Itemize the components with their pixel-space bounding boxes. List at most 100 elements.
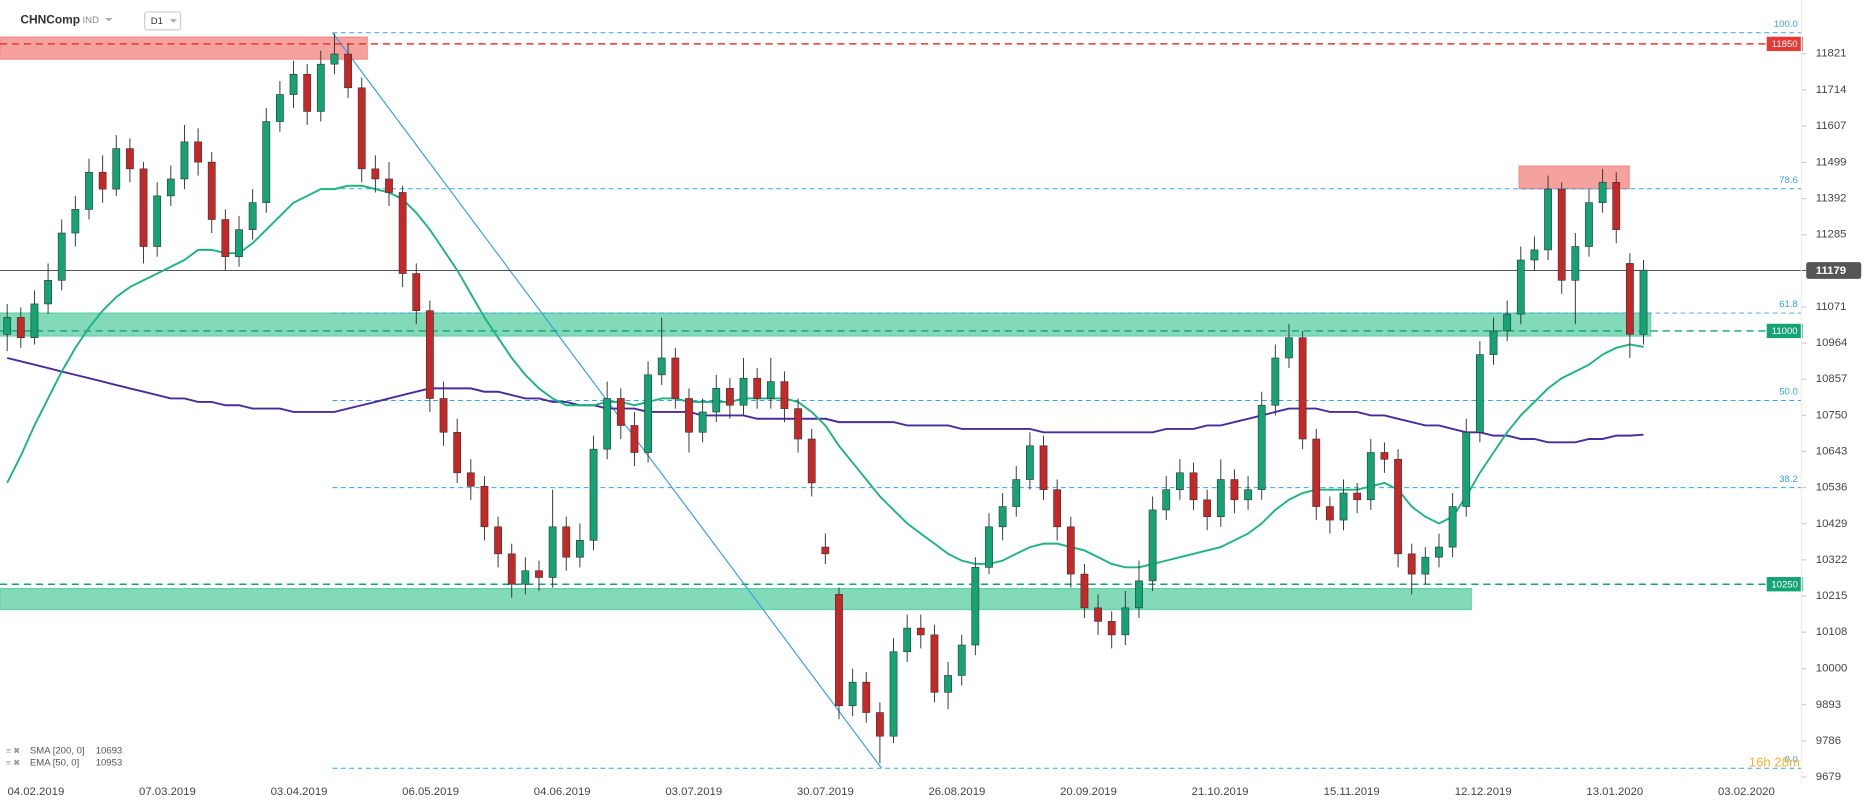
candle-body bbox=[971, 567, 980, 646]
level-badge bbox=[1766, 323, 1803, 339]
candle-body bbox=[916, 627, 925, 636]
y-tick-label: 9786 bbox=[1816, 735, 1841, 747]
candle-body bbox=[480, 485, 489, 528]
candle-body bbox=[1039, 445, 1048, 490]
candle-body bbox=[1257, 404, 1266, 490]
legend-value: 10953 bbox=[96, 758, 123, 769]
legend-name: SMA [200, 0] bbox=[30, 746, 85, 757]
candle-body bbox=[1407, 553, 1416, 575]
candle-body bbox=[753, 377, 762, 399]
candle-body bbox=[766, 381, 775, 399]
candle-body bbox=[1026, 445, 1034, 480]
countdown: 16h 28m bbox=[1749, 755, 1800, 770]
candle-body bbox=[303, 73, 312, 112]
timeframe-box[interactable] bbox=[144, 11, 182, 31]
candle-body bbox=[1530, 249, 1539, 261]
candle-body bbox=[439, 398, 448, 433]
x-tick-label: 26.08.2019 bbox=[928, 786, 985, 798]
fib-label: 0.0 bbox=[1785, 754, 1798, 765]
x-tick-label: 06.05.2019 bbox=[402, 786, 459, 798]
candle-body bbox=[30, 303, 39, 339]
candle-body bbox=[739, 377, 748, 406]
candle-body bbox=[657, 357, 666, 376]
candle-body bbox=[780, 381, 789, 409]
fib-label: 100.0 bbox=[1774, 19, 1798, 30]
y-tick-label: 10322 bbox=[1816, 554, 1848, 566]
zone bbox=[0, 36, 368, 60]
candle-body bbox=[644, 374, 652, 453]
candle-body bbox=[630, 425, 639, 453]
candle-body bbox=[166, 178, 175, 197]
candle-body bbox=[289, 73, 298, 95]
timeframe[interactable]: D1 bbox=[151, 16, 163, 27]
candle-body bbox=[85, 171, 93, 210]
x-tick-label: 20.09.2019 bbox=[1060, 786, 1117, 798]
candle-body bbox=[535, 570, 543, 578]
x-tick-label: 21.10.2019 bbox=[1192, 786, 1249, 798]
candle-body bbox=[207, 161, 216, 220]
candle-body bbox=[1203, 499, 1212, 517]
candle-body bbox=[1094, 607, 1102, 622]
candle-body bbox=[616, 398, 625, 426]
dropdown-arrow[interactable] bbox=[105, 17, 113, 22]
candle-body bbox=[1298, 337, 1307, 440]
candle-body bbox=[603, 398, 612, 450]
candle-body bbox=[1175, 472, 1184, 490]
y-tick-label: 11392 bbox=[1816, 193, 1847, 205]
candle-body bbox=[316, 63, 325, 112]
moving-average bbox=[6, 357, 1644, 444]
y-tick-label: 10643 bbox=[1816, 446, 1848, 458]
candle-body bbox=[1066, 526, 1075, 575]
candle-body bbox=[494, 526, 502, 555]
legend-icon[interactable]: ≡ ✖ bbox=[6, 757, 20, 767]
candle-body bbox=[521, 570, 530, 585]
candle-body bbox=[3, 317, 12, 335]
candle-body bbox=[698, 411, 707, 433]
y-tick-label: 10857 bbox=[1816, 373, 1848, 385]
candle-body bbox=[726, 388, 734, 406]
level-badge bbox=[1766, 577, 1803, 592]
candle-body bbox=[262, 121, 271, 203]
x-tick-label: 15.11.2019 bbox=[1324, 786, 1380, 798]
candle-body bbox=[903, 627, 912, 653]
candle-body bbox=[998, 506, 1007, 528]
current-price-badge bbox=[1806, 262, 1862, 279]
candle-body bbox=[1312, 438, 1321, 507]
candle-body bbox=[821, 546, 830, 555]
y-tick-label: 11714 bbox=[1816, 84, 1847, 96]
candle-body bbox=[330, 53, 339, 65]
candle-body bbox=[1435, 546, 1443, 558]
x-tick-label: 30.07.2019 bbox=[797, 786, 854, 798]
candle-body bbox=[1598, 182, 1607, 203]
legend-value: 10693 bbox=[96, 746, 123, 757]
candle-body bbox=[398, 192, 407, 274]
candle-body bbox=[1121, 607, 1130, 636]
symbol[interactable]: CHNComp bbox=[20, 12, 80, 26]
y-tick-label: 9893 bbox=[1816, 699, 1841, 711]
candle-body bbox=[1462, 431, 1471, 507]
level-label: 11000 bbox=[1772, 326, 1798, 337]
candle-body bbox=[1380, 452, 1389, 460]
candle-body bbox=[1353, 492, 1362, 501]
dropdown-arrow[interactable] bbox=[169, 19, 178, 23]
legend-icon[interactable]: ≡ ✖ bbox=[6, 745, 20, 755]
candle-body bbox=[1571, 246, 1580, 281]
candle-body bbox=[1516, 259, 1525, 315]
candle-body bbox=[426, 310, 434, 399]
fib-label: 38.2 bbox=[1779, 474, 1798, 485]
candle-body bbox=[412, 273, 421, 311]
candle-body bbox=[1135, 580, 1143, 609]
x-tick-label: 03.07.2019 bbox=[665, 786, 722, 798]
y-tick-label: 10215 bbox=[1816, 590, 1848, 602]
y-tick-label: 10750 bbox=[1816, 409, 1848, 421]
candle-body bbox=[371, 168, 380, 180]
candle-body bbox=[1162, 489, 1171, 511]
candle-body bbox=[276, 94, 284, 122]
candle-body bbox=[1544, 188, 1552, 251]
fib-label: 78.6 bbox=[1779, 175, 1798, 186]
candle-body bbox=[944, 675, 952, 693]
candle-body bbox=[862, 681, 871, 713]
candle-body bbox=[507, 553, 516, 585]
candle-body bbox=[671, 357, 680, 399]
